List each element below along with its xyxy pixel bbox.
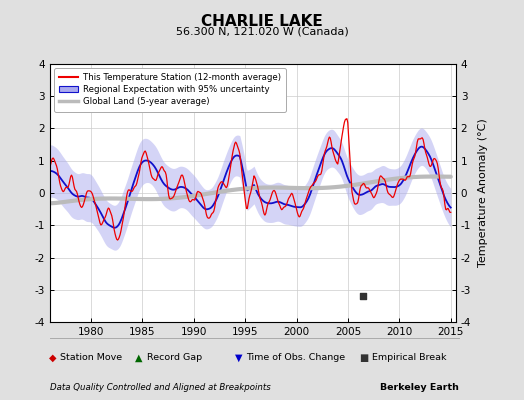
Y-axis label: Temperature Anomaly (°C): Temperature Anomaly (°C) bbox=[478, 119, 488, 267]
Text: ▼: ▼ bbox=[235, 353, 242, 363]
Text: Station Move: Station Move bbox=[60, 354, 123, 362]
Text: Berkeley Earth: Berkeley Earth bbox=[379, 383, 458, 392]
Text: Time of Obs. Change: Time of Obs. Change bbox=[246, 354, 345, 362]
Point bbox=[359, 293, 367, 299]
Legend: This Temperature Station (12-month average), Regional Expectation with 95% uncer: This Temperature Station (12-month avera… bbox=[54, 68, 286, 112]
Text: Data Quality Controlled and Aligned at Breakpoints: Data Quality Controlled and Aligned at B… bbox=[50, 383, 270, 392]
Text: Empirical Break: Empirical Break bbox=[372, 354, 446, 362]
Text: Record Gap: Record Gap bbox=[147, 354, 202, 362]
Text: ◆: ◆ bbox=[49, 353, 56, 363]
Text: ■: ■ bbox=[359, 353, 369, 363]
Text: 56.300 N, 121.020 W (Canada): 56.300 N, 121.020 W (Canada) bbox=[176, 26, 348, 36]
Text: ▲: ▲ bbox=[135, 353, 143, 363]
Text: CHARLIE LAKE: CHARLIE LAKE bbox=[201, 14, 323, 29]
